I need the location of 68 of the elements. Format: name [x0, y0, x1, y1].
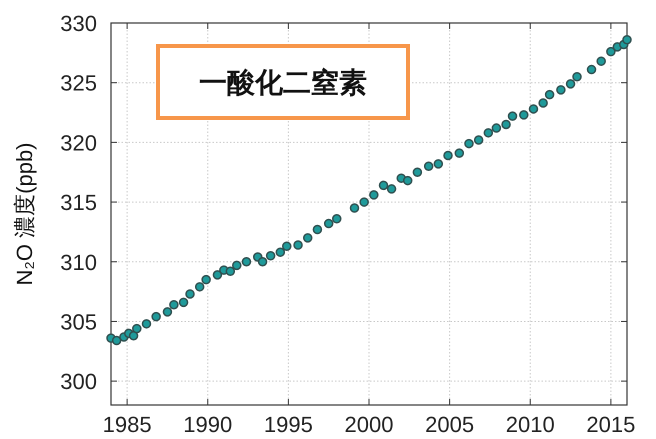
point	[378, 180, 388, 190]
point	[142, 319, 152, 329]
point	[484, 128, 494, 138]
point	[556, 85, 566, 95]
point	[201, 274, 211, 284]
point	[508, 111, 518, 121]
point	[276, 247, 286, 257]
x-tick-label: 2000	[344, 412, 394, 437]
point	[185, 289, 195, 299]
point	[572, 72, 582, 82]
y-tick-label: 315	[60, 190, 97, 216]
point	[501, 120, 511, 130]
y-tick-label: 300	[60, 369, 97, 394]
y-tick-label: 325	[60, 70, 97, 96]
point	[443, 150, 453, 160]
point	[169, 300, 179, 310]
point	[232, 260, 242, 270]
point	[151, 312, 161, 322]
y-axis-title: N₂O 濃度(ppb)	[12, 142, 37, 286]
point	[350, 203, 360, 213]
point	[544, 90, 554, 100]
point	[266, 251, 276, 261]
point	[386, 184, 396, 194]
point	[492, 123, 502, 133]
point	[178, 298, 188, 308]
point	[424, 162, 434, 171]
point	[282, 241, 292, 251]
point	[226, 266, 236, 276]
x-tick-label: 2005	[425, 412, 474, 437]
point	[302, 233, 312, 243]
x-tick-label: 1995	[264, 412, 313, 437]
x-tick-label: 2010	[506, 412, 555, 437]
point	[474, 135, 484, 145]
x-tick-label: 2015	[586, 412, 636, 437]
y-tick-label: 330	[60, 11, 97, 36]
point	[242, 257, 252, 266]
point	[606, 46, 616, 56]
point	[112, 336, 122, 346]
point	[528, 104, 538, 114]
point	[312, 224, 322, 234]
point	[324, 218, 334, 228]
point	[332, 214, 342, 224]
point	[258, 257, 268, 266]
point	[596, 56, 606, 66]
point	[538, 98, 548, 108]
point	[369, 190, 379, 200]
point	[194, 282, 204, 292]
y-tick-label: 310	[60, 250, 97, 275]
point	[566, 79, 576, 89]
point	[412, 167, 422, 177]
point	[434, 159, 444, 169]
point	[622, 34, 632, 44]
y-tick-label: 305	[60, 309, 97, 334]
point	[293, 240, 303, 250]
point	[454, 148, 464, 158]
point	[132, 324, 142, 334]
text: 一酸化二窒素	[199, 67, 367, 98]
x-tick-label: 1985	[102, 412, 152, 437]
point	[464, 138, 474, 148]
point	[402, 176, 412, 186]
point	[212, 270, 222, 280]
x-tick-label: 1990	[183, 412, 232, 437]
point	[128, 331, 138, 341]
point	[586, 64, 596, 74]
y-tick-label: 320	[60, 130, 97, 156]
point	[359, 197, 369, 207]
point	[162, 307, 172, 317]
point	[519, 110, 529, 120]
